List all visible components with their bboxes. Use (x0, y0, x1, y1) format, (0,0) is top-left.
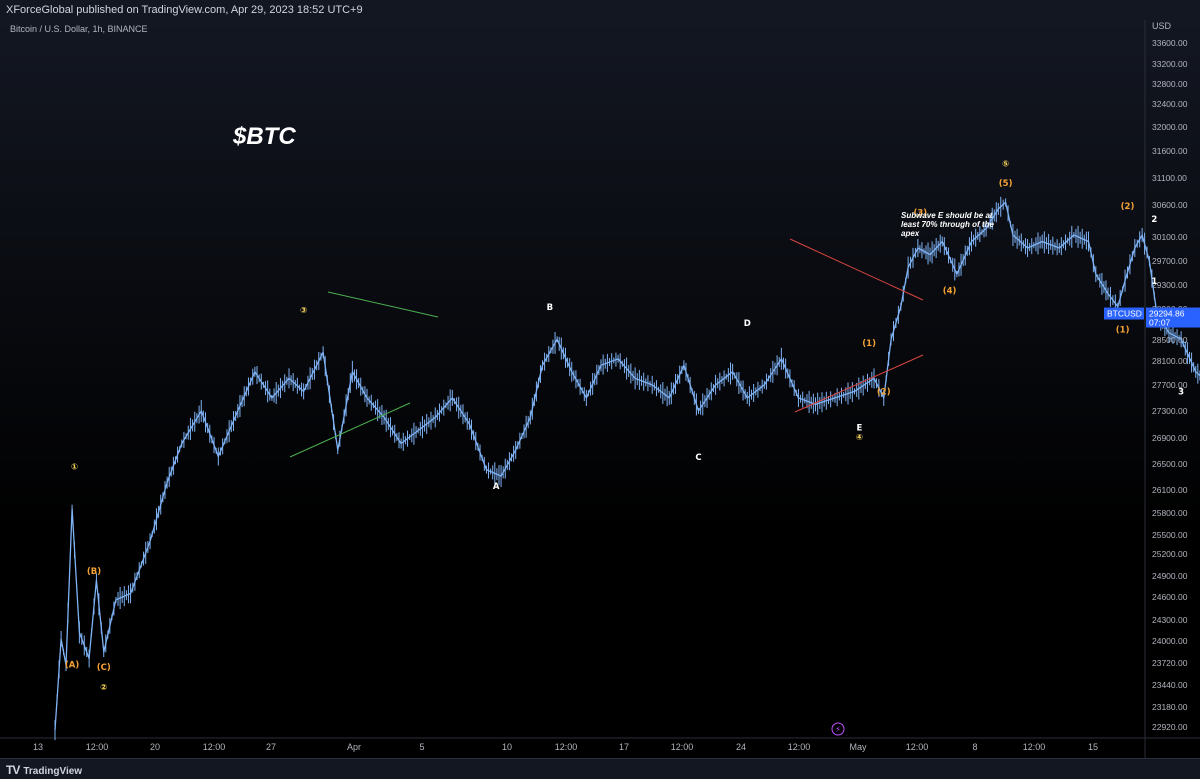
projection-lower-line (794, 354, 924, 413)
wave-label: (1) (862, 339, 876, 349)
chart-area[interactable]: USD 33600.00 33200.00 32800.00 32400.00 32000… (0, 20, 1200, 758)
x-tick-label: 12:00 (1023, 742, 1046, 752)
annotation-note: Subwave E should be at (901, 211, 993, 220)
wave-label: (2) (1121, 202, 1135, 212)
tradingview-brand: TradingView (23, 766, 83, 777)
y-tick-label: 22920.00 (1152, 722, 1188, 732)
x-tick-label: 12:00 (86, 742, 109, 752)
publish-bar: XForceGlobal published on TradingView.co… (0, 0, 1200, 21)
annotation-note: least 70% through of the (901, 220, 994, 229)
last-price-tag (1146, 307, 1200, 328)
y-tick-label: 28500.00 (1152, 335, 1188, 345)
y-tick-label: 26500.00 (1152, 459, 1188, 469)
y-tick-label: 24000.00 (1152, 636, 1188, 646)
footer-bar: TV TradingView (0, 758, 1200, 779)
triangle-lower-line (289, 402, 411, 458)
x-tick-label: 5 (419, 742, 424, 752)
x-tick-label: 12:00 (203, 742, 226, 752)
wave-label: (3) (913, 208, 927, 218)
y-tick-label: 31100.00 (1152, 173, 1187, 183)
y-tick-label: 26900.00 (1152, 433, 1188, 443)
y-tick-label: 24900.00 (1152, 571, 1188, 581)
y-tick-label: 32800.00 (1152, 79, 1188, 89)
x-tick-label: 13 (33, 742, 43, 752)
wave-label: 3 (1178, 388, 1184, 398)
x-tick-label: Apr (347, 742, 361, 752)
wave-label: (B) (87, 567, 101, 577)
x-tick-label: 24 (736, 742, 746, 752)
y-tick-label: 30100.00 (1152, 232, 1188, 242)
x-tick-label: 20 (150, 742, 160, 752)
x-tick-label: May (849, 742, 867, 752)
tradingview-logo[interactable]: TV TradingView (6, 763, 82, 777)
projection-upper-line (789, 238, 924, 301)
y-tick-label: 33600.00 (1152, 38, 1188, 48)
countdown: 07:07 (1149, 318, 1171, 328)
wave-label: (1) (1116, 326, 1130, 336)
x-tick-label: 8 (972, 742, 977, 752)
last-price: 29294.86 (1149, 309, 1185, 319)
y-tick-label: 31600.00 (1152, 146, 1188, 156)
chart-title: $BTC (232, 123, 296, 150)
y-tick-label: 25800.00 (1152, 508, 1188, 518)
y-tick-label: 27700.00 (1152, 380, 1188, 390)
wave-label: A (493, 482, 500, 492)
wave-label: (A) (65, 661, 79, 671)
wave-label: E (856, 423, 862, 433)
x-tick-label: 12:00 (671, 742, 694, 752)
y-tick-label: 23180.00 (1152, 702, 1188, 712)
y-tick-label: 27300.00 (1152, 406, 1188, 416)
x-tick-label: 17 (619, 742, 629, 752)
publish-info: XForceGlobal published on TradingView.co… (6, 4, 363, 16)
currency-label: USD (1152, 21, 1172, 31)
y-tick-label: 32400.00 (1152, 99, 1188, 109)
bolt-icon (831, 722, 845, 736)
y-tick-label: 24300.00 (1152, 615, 1188, 625)
y-tick-label: 32000.00 (1152, 122, 1188, 132)
symbol-description: Bitcoin / U.S. Dollar, 1h, BINANCE (10, 24, 148, 34)
annotation-note: apex (901, 229, 920, 238)
wave-label: (4) (943, 287, 957, 297)
wave-label: ③ (300, 306, 307, 316)
y-tick-label: 25200.00 (1152, 549, 1188, 559)
x-tick-label: 10 (502, 742, 512, 752)
wave-label: ② (100, 683, 107, 693)
y-tick-label: 30600.00 (1152, 200, 1188, 210)
y-tick-label: 29300.00 (1152, 280, 1188, 290)
wave-label: (5) (999, 179, 1013, 189)
wave-label: ① (71, 463, 78, 473)
wave-label: D (744, 319, 751, 329)
ticker-tag (1104, 307, 1144, 320)
wave-label: ④ (856, 433, 863, 443)
y-tick-label: 23440.00 (1152, 680, 1188, 690)
price-chart[interactable]: USD 33600.00 33200.00 32800.00 32400.00 32000… (0, 20, 1200, 758)
price-line (54, 201, 1200, 731)
y-tick-label: 24600.00 (1152, 592, 1188, 602)
x-tick-label: 12:00 (906, 742, 929, 752)
wave-label: 2 (1151, 215, 1157, 225)
wave-label: C (695, 453, 701, 463)
y-tick-label: 33200.00 (1152, 59, 1188, 69)
y-tick-label: 25500.00 (1152, 530, 1188, 540)
y-tick-label: 29700.00 (1152, 256, 1188, 266)
wave-label: 1 (1151, 277, 1157, 287)
x-tick-label: 27 (266, 742, 276, 752)
x-tick-label: 12:00 (788, 742, 811, 752)
tradingview-logo-mark: TV (6, 763, 20, 777)
y-tick-label: 23720.00 (1152, 658, 1188, 668)
x-tick-label: 12:00 (555, 742, 578, 752)
triangle-upper-line (327, 291, 439, 318)
ticker-label: BTCUSD (1107, 309, 1142, 319)
wave-label: (2) (877, 388, 891, 398)
bolt-icon-glyph: ⚡ (835, 725, 841, 734)
wave-label: B (547, 303, 553, 313)
y-tick-label: 26100.00 (1152, 485, 1188, 495)
x-tick-label: 15 (1088, 742, 1098, 752)
wave-label: (C) (97, 663, 111, 673)
wave-label: ⑤ (1002, 160, 1009, 170)
y-tick-label: 28100.00 (1152, 356, 1188, 366)
